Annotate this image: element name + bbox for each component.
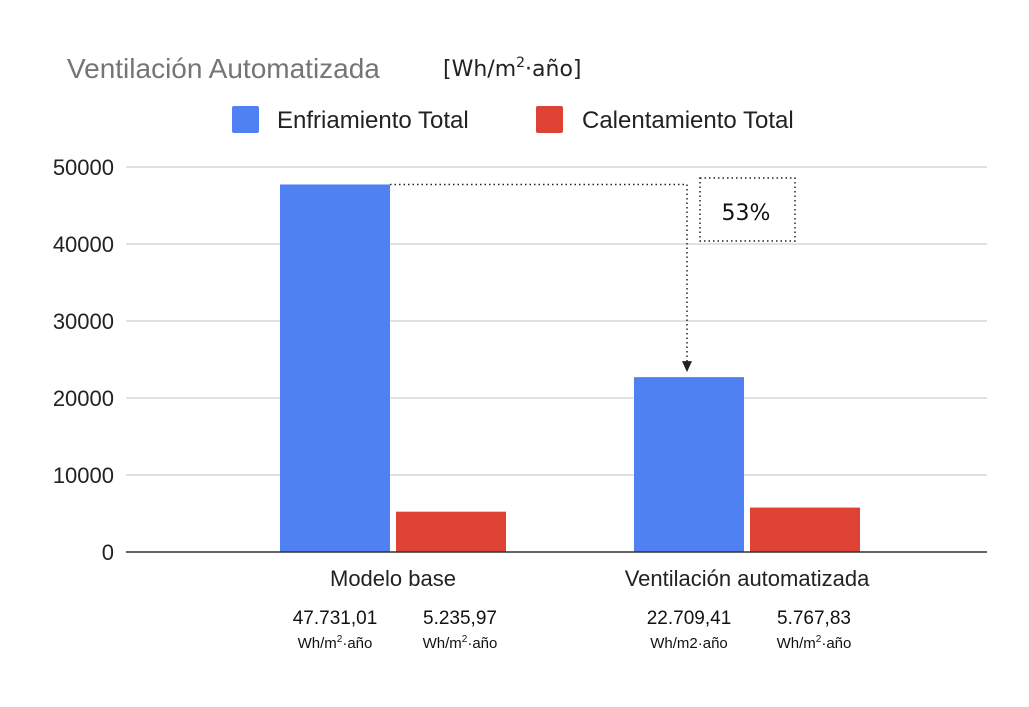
legend-label-calentamiento: Calentamiento Total [582,107,794,134]
gridlines [126,166,987,476]
y-tick-label-30000: 30000 [53,309,114,334]
bar-modelo-base-enfriamiento [280,184,390,552]
legend-label-enfriamiento: Enfriamiento Total [277,107,469,134]
unit-label-base-enfriamiento: Wh/m2·año [298,634,373,652]
unit-label-vent-calentamiento: Wh/m2·año [777,634,852,652]
bar-ventilacion-calentamiento [750,507,860,552]
unit-label-vent-enfriamiento: Wh/m2·año [650,635,728,652]
reduction-annotation: 53% [390,177,796,373]
y-tick-label-20000: 20000 [53,386,114,411]
bars [280,184,860,552]
unit-label-base-calentamiento: Wh/m2·año [423,634,498,652]
annotation-dotted-arrow [390,183,688,368]
chart-unit-label: [Wh/m2·año] [443,55,582,82]
annotation-box [699,177,796,242]
y-tick-label-0: 0 [102,540,114,565]
annotation-arrowhead [682,361,692,373]
y-tick-label-40000: 40000 [53,232,114,257]
y-tick-label-10000: 10000 [53,463,114,488]
bar-ventilacion-enfriamiento [634,377,744,552]
legend-swatch-enfriamiento [232,106,259,133]
bar-modelo-base-calentamiento [396,511,506,552]
legend: Enfriamiento Total Calentamiento Total [232,106,794,134]
category-label-modelo-base: Modelo base [330,566,456,591]
legend-swatch-calentamiento [536,106,563,133]
value-label-base-enfriamiento: 47.731,01 [293,608,378,629]
value-label-vent-calentamiento: 5.767,83 [777,608,851,629]
y-axis-ticks: 0 10000 20000 30000 40000 50000 [53,155,114,565]
value-label-base-calentamiento: 5.235,97 [423,608,497,629]
chart-title: Ventilación Automatizada [67,53,380,84]
annotation-percent: 53% [722,201,771,226]
category-label-ventilacion-automatizada: Ventilación automatizada [625,566,870,591]
y-tick-label-50000: 50000 [53,155,114,180]
value-label-vent-enfriamiento: 22.709,41 [647,608,732,629]
value-labels: 47.731,01 Wh/m2·año 5.235,97 Wh/m2·año 2… [293,608,852,652]
x-axis-categories: Modelo base Ventilación automatizada [330,566,870,591]
